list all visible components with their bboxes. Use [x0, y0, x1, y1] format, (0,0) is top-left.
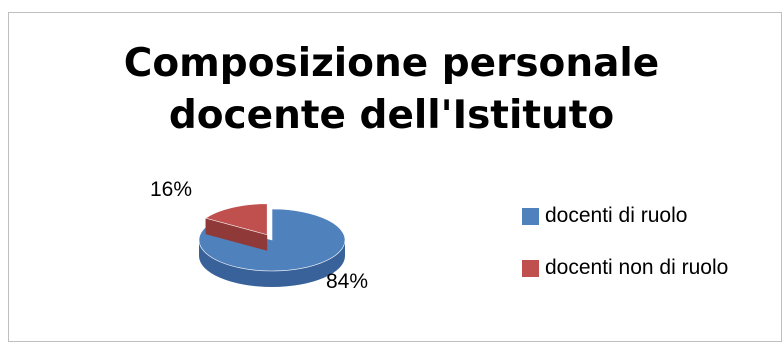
data-label-docenti-di-ruolo: 84%	[326, 270, 369, 293]
legend-label-docenti-di-ruolo: docenti di ruolo	[545, 204, 688, 227]
pie-slice-docenti-non-di-ruolo	[204, 203, 268, 236]
chart-title: Composizione personale docente dell'Isti…	[0, 38, 783, 142]
pie-side-docenti-di-ruolo	[199, 240, 345, 287]
legend-item-docenti-di-ruolo: docenti di ruolo	[522, 204, 728, 227]
pie-slice-docenti-di-ruolo	[198, 208, 346, 272]
legend-item-docenti-non-di-ruolo: docenti non di ruolo	[522, 256, 729, 279]
legend-label-docenti-non-di-ruolo: docenti non di ruolo	[545, 256, 729, 279]
pie-chart	[198, 203, 346, 287]
chart-title-line-2: docente dell'Istituto	[168, 93, 615, 138]
chart-legend: docenti di ruolo docenti non di ruolo	[522, 204, 729, 309]
legend-swatch-docenti-non-di-ruolo	[522, 259, 539, 277]
pie-cut-docenti-non-di-ruolo	[205, 218, 268, 251]
legend-swatch-docenti-di-ruolo	[522, 207, 539, 225]
chart-area	[8, 12, 782, 342]
chart-title-line-1: Composizione personale	[123, 41, 660, 86]
data-label-docenti-non-di-ruolo: 16%	[150, 178, 193, 201]
